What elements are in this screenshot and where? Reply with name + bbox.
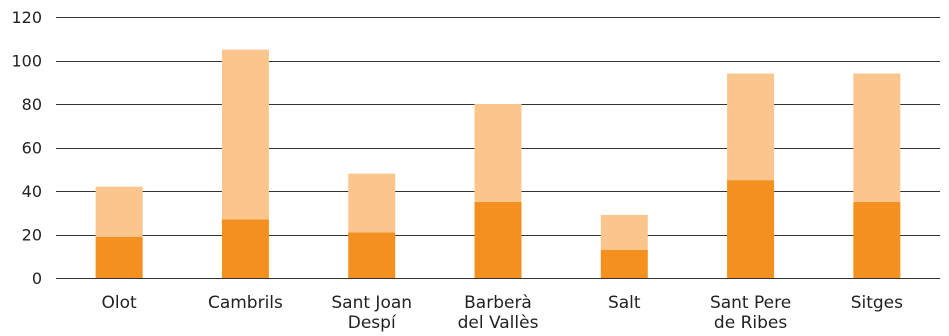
y-tick-label: 40: [22, 182, 42, 201]
y-tick-label: 120: [11, 8, 42, 27]
bar-segment-upper: [853, 73, 901, 202]
x-category-label: Sitges: [851, 293, 903, 313]
x-category-label-line: Sant Joan: [331, 293, 412, 313]
x-category-label: Salt: [608, 293, 641, 313]
x-category-label-line: Sant Pere: [710, 293, 791, 313]
x-category-label: Olot: [102, 293, 138, 313]
y-tick-label: 80: [22, 95, 42, 114]
x-category-label: Barberà del Vallès: [458, 293, 539, 333]
x-category-label-line: Cambrils: [208, 293, 283, 313]
x-category-label: Sant Joan Despí: [331, 293, 412, 333]
bar-segment-lower: [474, 201, 522, 278]
y-tick-label: 100: [11, 52, 42, 71]
y-tick-label: 60: [22, 139, 42, 158]
bar-segment-lower: [221, 219, 269, 278]
x-category-label-line: Olot: [102, 293, 138, 313]
x-category-label-line: de Ribes: [714, 313, 787, 333]
bar-segment-lower: [853, 201, 901, 278]
y-tick-label: 0: [32, 269, 42, 288]
bar-segment-upper: [727, 73, 775, 181]
bar-segment-upper: [474, 104, 522, 202]
x-category-label: Sant Pere de Ribes: [710, 293, 791, 333]
bar-segment-upper: [600, 214, 648, 250]
bar-segment-upper: [348, 173, 396, 233]
bar-segment-upper: [95, 186, 143, 237]
x-category-label-line: Barberà: [464, 293, 532, 313]
x-category-label-line: del Vallès: [458, 313, 539, 333]
x-category-label-line: Despí: [348, 313, 397, 333]
bar-segment-lower: [727, 180, 775, 278]
x-axis-category-labels: Olot Cambrils Sant Joan Despí Barberà del Val…: [102, 293, 904, 333]
bar-segment-lower: [348, 232, 396, 278]
bar-segment-lower: [600, 249, 648, 278]
x-category-label-line: Salt: [608, 293, 641, 313]
bars: [95, 49, 901, 278]
x-category-label-line: Sitges: [851, 293, 903, 313]
y-tick-label: 20: [22, 226, 42, 245]
x-category-label: Cambrils: [208, 293, 283, 313]
bar-segment-upper: [221, 49, 269, 220]
bar-segment-lower: [95, 236, 143, 278]
y-axis-tick-labels: 0 20 40 60 80 100 120: [11, 8, 42, 288]
